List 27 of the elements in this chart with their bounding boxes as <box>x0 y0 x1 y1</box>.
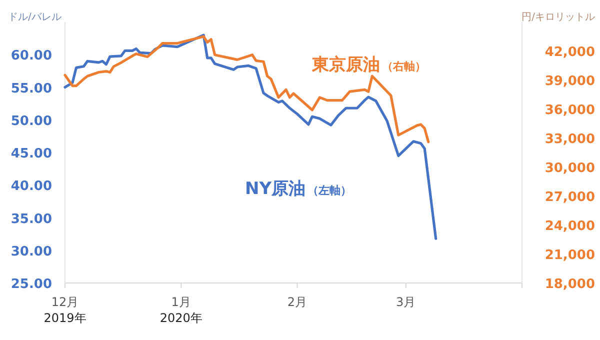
line-series <box>64 34 438 240</box>
y2-tick-label: 18,000 <box>544 277 595 292</box>
y-tick-label: 45.00 <box>10 146 52 162</box>
y2-tick-label: 24,000 <box>544 219 595 234</box>
y-tick-label: 50.00 <box>10 114 52 129</box>
x-tick-label: 2月 <box>287 295 308 309</box>
y-tick-label: 60.00 <box>10 48 52 64</box>
y-tick-label: 40.00 <box>10 179 52 194</box>
y2-tick-label: 39,000 <box>544 74 595 89</box>
y2-tick-label: 42,000 <box>544 45 595 60</box>
line-series <box>64 35 430 144</box>
y2-tick-label: 21,000 <box>544 248 595 263</box>
x-tick-label: 1月 2020年 <box>160 295 202 325</box>
y-tick-label: 25.00 <box>10 277 52 292</box>
y2-tick-label: 30,000 <box>544 161 595 176</box>
x-tick-label: 12月 2019年 <box>44 295 86 325</box>
y2-axis-title: 円/キロリットル <box>522 12 595 23</box>
series-label: 東京原油（右軸） <box>311 55 426 75</box>
y-tick-label: 55.00 <box>10 81 52 96</box>
y-tick-label: 35.00 <box>10 212 52 227</box>
y2-tick-label: 27,000 <box>544 190 595 205</box>
text: NY原油（左軸） <box>245 179 352 199</box>
x-tick-label: 3月 <box>396 295 416 309</box>
y2-tick-label: 33,000 <box>544 132 595 147</box>
y2-tick-label: 36,000 <box>544 103 595 118</box>
y-tick-label: 30.00 <box>10 244 52 260</box>
y-axis-title: ドル/バレル <box>8 12 62 23</box>
